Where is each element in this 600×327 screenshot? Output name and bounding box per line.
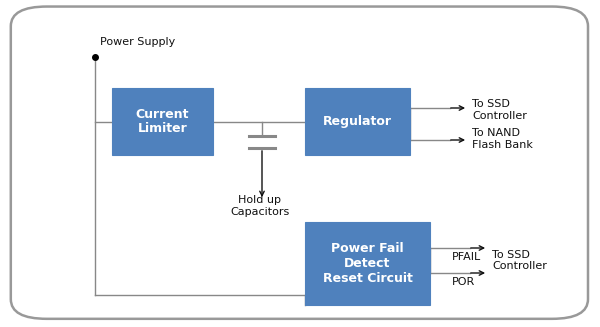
Text: Current
Limiter: Current Limiter [136,108,189,135]
Text: Regulator: Regulator [323,115,392,128]
Text: PFAIL: PFAIL [452,252,481,262]
FancyBboxPatch shape [305,222,430,305]
Text: To SSD
Controller: To SSD Controller [472,99,527,121]
Text: Power Supply: Power Supply [100,37,175,47]
FancyBboxPatch shape [112,88,213,155]
Text: To SSD
Controller: To SSD Controller [492,250,547,271]
Text: To NAND
Flash Bank: To NAND Flash Bank [472,128,533,149]
Text: POR: POR [452,277,475,287]
FancyBboxPatch shape [305,88,410,155]
Text: Hold up
Capacitors: Hold up Capacitors [230,195,290,216]
Text: Power Fail
Detect
Reset Circuit: Power Fail Detect Reset Circuit [323,242,412,285]
FancyBboxPatch shape [11,7,588,319]
